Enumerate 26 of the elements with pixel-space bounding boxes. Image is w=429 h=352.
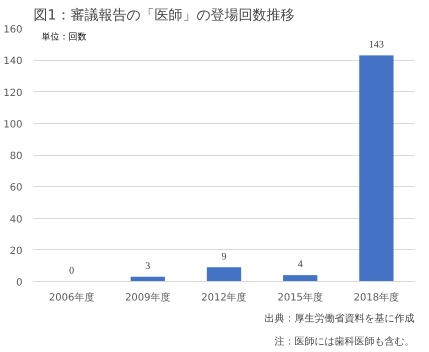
x-tick-label: 2018年度 [354, 292, 400, 304]
y-tick-label: 100 [3, 119, 23, 130]
data-label: 143 [368, 39, 384, 50]
x-tick-label: 2012年度 [201, 292, 247, 304]
data-label: 4 [298, 259, 303, 270]
y-tick-label: 0 [16, 278, 23, 288]
x-tick-label: 2009年度 [125, 292, 171, 304]
y-tick-label: 40 [10, 214, 23, 226]
y-tick-label: 80 [10, 151, 23, 162]
data-label: 0 [69, 266, 74, 276]
annotation: 単位：回数 [42, 32, 86, 42]
x-tick-label: 2006年度 [48, 292, 94, 304]
y-tick-label: 140 [3, 56, 23, 68]
y-tick-label: 160 [3, 24, 23, 36]
chart-title: 図1：審議報告の「医師」の登場回数推移 [34, 8, 294, 24]
text: 注：医師には歯科医師も含む。 [274, 336, 414, 348]
y-tick-label: 20 [10, 246, 23, 257]
bar [359, 55, 394, 282]
x-tick-label: 2015年度 [277, 292, 323, 304]
y-tick-label: 120 [3, 88, 23, 99]
data-label: 9 [222, 251, 226, 262]
bar [206, 267, 242, 282]
data-label: 3 [145, 260, 150, 272]
bar [283, 275, 318, 282]
source-note: 出典：厚生労働省資料を基に作成 [264, 312, 414, 324]
y-tick-label: 60 [10, 182, 23, 194]
